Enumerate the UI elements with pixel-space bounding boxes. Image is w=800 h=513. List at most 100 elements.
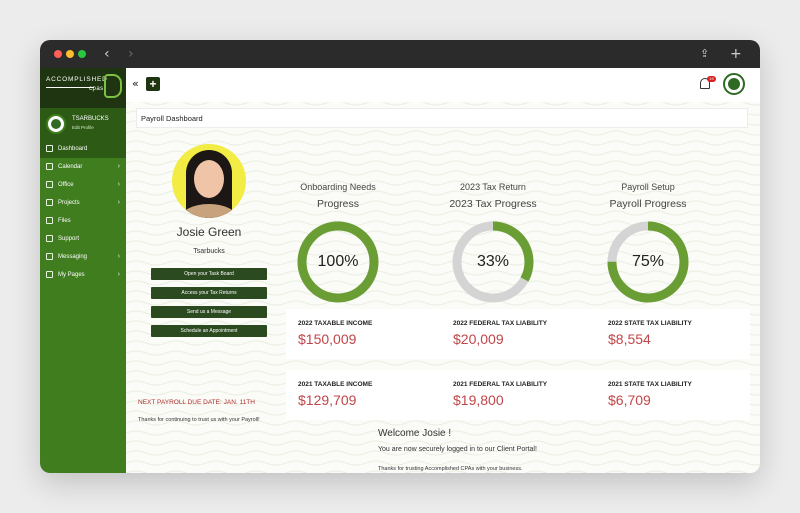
tax-returns-button[interactable]: Access your Tax Returns	[151, 287, 267, 299]
projects-icon	[46, 199, 53, 206]
gauge-ring-svg	[297, 221, 379, 303]
profile-name: Josie Green	[176, 225, 242, 239]
sidebar-item-files[interactable]: Files	[40, 212, 126, 230]
gauge-ring-svg	[452, 221, 534, 303]
stat-label: 2022 FEDERAL TAX LIABILITY	[453, 320, 548, 327]
chevron-right-icon: ›	[117, 181, 120, 188]
gauge-value: 75%	[631, 253, 665, 270]
sidebar-item-label: Files	[58, 218, 71, 224]
stat-value: $129,709	[298, 392, 357, 408]
add-button[interactable]: +	[146, 77, 160, 91]
gauge-ring: 75%	[605, 219, 691, 305]
gauge-title: Onboarding Needs	[300, 182, 376, 192]
chevron-right-icon: ›	[117, 271, 120, 278]
user-avatar[interactable]	[723, 73, 745, 95]
gauge-subtitle: Progress	[316, 198, 359, 210]
welcome-title: Welcome Josie !	[378, 428, 452, 439]
bell-icon[interactable]	[700, 78, 710, 89]
minimize-window-button[interactable]	[66, 50, 74, 58]
main-content: « + 19 Payroll Dashboard Josie Green Tsa…	[126, 68, 760, 473]
gauge-value: 33%	[476, 253, 510, 270]
sidebar-item-label: Projects	[58, 200, 80, 206]
gauge-ring: 33%	[450, 219, 536, 305]
sidebar-nav: Dashboard Calendar › Office › Projects › Files S…	[40, 140, 126, 284]
gauge-fill	[607, 221, 689, 303]
stats-row: 2021 TAXABLE INCOME $129,709 2021 FEDERAL …	[286, 370, 750, 420]
back-icon[interactable]: ‹	[104, 46, 110, 62]
send-message-button[interactable]: Send us a Message	[151, 306, 267, 318]
stat-card: 2021 TAXABLE INCOME $129,709	[286, 370, 436, 420]
collapse-sidebar-button[interactable]: «	[132, 77, 139, 90]
stat-card: 2022 TAXABLE INCOME $150,009	[286, 309, 436, 359]
sidebar-item-office[interactable]: Office ›	[40, 176, 126, 194]
schedule-appointment-button[interactable]: Schedule an Appointment	[151, 325, 267, 337]
stat-value: $20,009	[453, 331, 504, 347]
profile-company: Tsarbucks	[193, 248, 225, 255]
sidebar-item-label: Support	[58, 236, 80, 242]
sidebar-item-projects[interactable]: Projects ›	[40, 194, 126, 212]
gauge-ring-svg	[607, 221, 689, 303]
payroll-due-date: NEXT PAYROLL DUE DATE: JAN. 11TH	[138, 399, 255, 406]
close-window-button[interactable]	[54, 50, 62, 58]
chevron-right-icon: ›	[117, 199, 120, 206]
forward-icon[interactable]: ›	[128, 46, 134, 62]
avatar	[46, 114, 66, 134]
pages-icon	[46, 271, 53, 278]
gauge-value: 100%	[317, 253, 359, 270]
photo-face	[194, 160, 224, 198]
at-sign-icon	[46, 253, 53, 260]
stats-row: 2022 TAXABLE INCOME $150,009 2022 FEDERAL …	[286, 309, 750, 359]
logo-divider	[46, 87, 94, 88]
task-board-button[interactable]: Open your Task Board	[151, 268, 267, 280]
maximize-window-button[interactable]	[78, 50, 86, 58]
photo-body	[180, 204, 238, 218]
payroll-thanks-text: Thanks for continuing to trust us with y…	[138, 417, 260, 423]
gauge-subtitle: Payroll Progress	[609, 198, 687, 210]
sidebar-item-messaging[interactable]: Messaging ›	[40, 248, 126, 266]
gauge-fill	[452, 221, 534, 303]
stat-value: $8,554	[608, 331, 651, 347]
stat-card: 2022 FEDERAL TAX LIABILITY $20,009	[441, 309, 591, 359]
gauge-title: 2023 Tax Return	[460, 182, 526, 192]
sidebar-item-support[interactable]: Support	[40, 230, 126, 248]
sidebar-item-label: Messaging	[58, 254, 88, 260]
folder-icon	[46, 217, 53, 224]
logo[interactable]: ACCOMPLISHED cpas	[40, 68, 126, 108]
stat-label: 2021 FEDERAL TAX LIABILITY	[453, 381, 548, 388]
welcome-text: You are now securely logged in to our Cl…	[378, 446, 537, 453]
browser-window: ‹ › ⇪ + ACCOMPLISHED cpas TSARBUCKS Edit…	[40, 40, 760, 473]
sidebar-user[interactable]: TSARBUCKS Edit Profile	[40, 108, 126, 140]
stat-card: 2021 FEDERAL TAX LIABILITY $19,800	[441, 370, 591, 420]
progress-gauge: Payroll Setup Payroll Progress 75%	[583, 181, 713, 305]
progress-gauge: Onboarding Needs Progress 100%	[273, 181, 403, 305]
gauge-ring: 100%	[295, 219, 381, 305]
sidebar-item-dashboard[interactable]: Dashboard	[40, 140, 126, 158]
edit-profile-link[interactable]: Edit Profile	[72, 125, 94, 130]
support-icon	[46, 235, 53, 242]
stat-card: 2021 STATE TAX LIABILITY $6,709	[596, 370, 746, 420]
sidebar-user-name: TSARBUCKS	[72, 116, 109, 122]
sidebar-item-label: Office	[58, 182, 74, 188]
new-tab-icon[interactable]: +	[730, 46, 742, 62]
stat-value: $19,800	[453, 392, 504, 408]
list-icon	[46, 145, 53, 152]
logo-text: ACCOMPLISHED	[46, 76, 108, 83]
chevron-right-icon: ›	[117, 253, 120, 260]
notification-badge: 19	[707, 76, 716, 82]
gauge-subtitle: 2023 Tax Progress	[449, 198, 537, 210]
office-icon	[46, 181, 53, 188]
stat-label: 2021 STATE TAX LIABILITY	[608, 381, 692, 388]
sidebar-item-label: Calendar	[58, 164, 83, 170]
sidebar-item-my-pages[interactable]: My Pages ›	[40, 266, 126, 284]
sidebar-item-label: My Pages	[58, 272, 85, 278]
chevron-right-icon: ›	[117, 163, 120, 170]
gauge-title: Payroll Setup	[621, 182, 675, 192]
logo-mark-icon	[104, 74, 122, 98]
share-icon[interactable]: ⇪	[700, 47, 710, 60]
stat-label: 2021 TAXABLE INCOME	[298, 381, 373, 388]
sidebar-item-label: Dashboard	[58, 146, 88, 152]
stat-value: $6,709	[608, 392, 651, 408]
profile-photo	[172, 144, 246, 218]
sidebar-item-calendar[interactable]: Calendar ›	[40, 158, 126, 176]
stat-value: $150,009	[298, 331, 357, 347]
